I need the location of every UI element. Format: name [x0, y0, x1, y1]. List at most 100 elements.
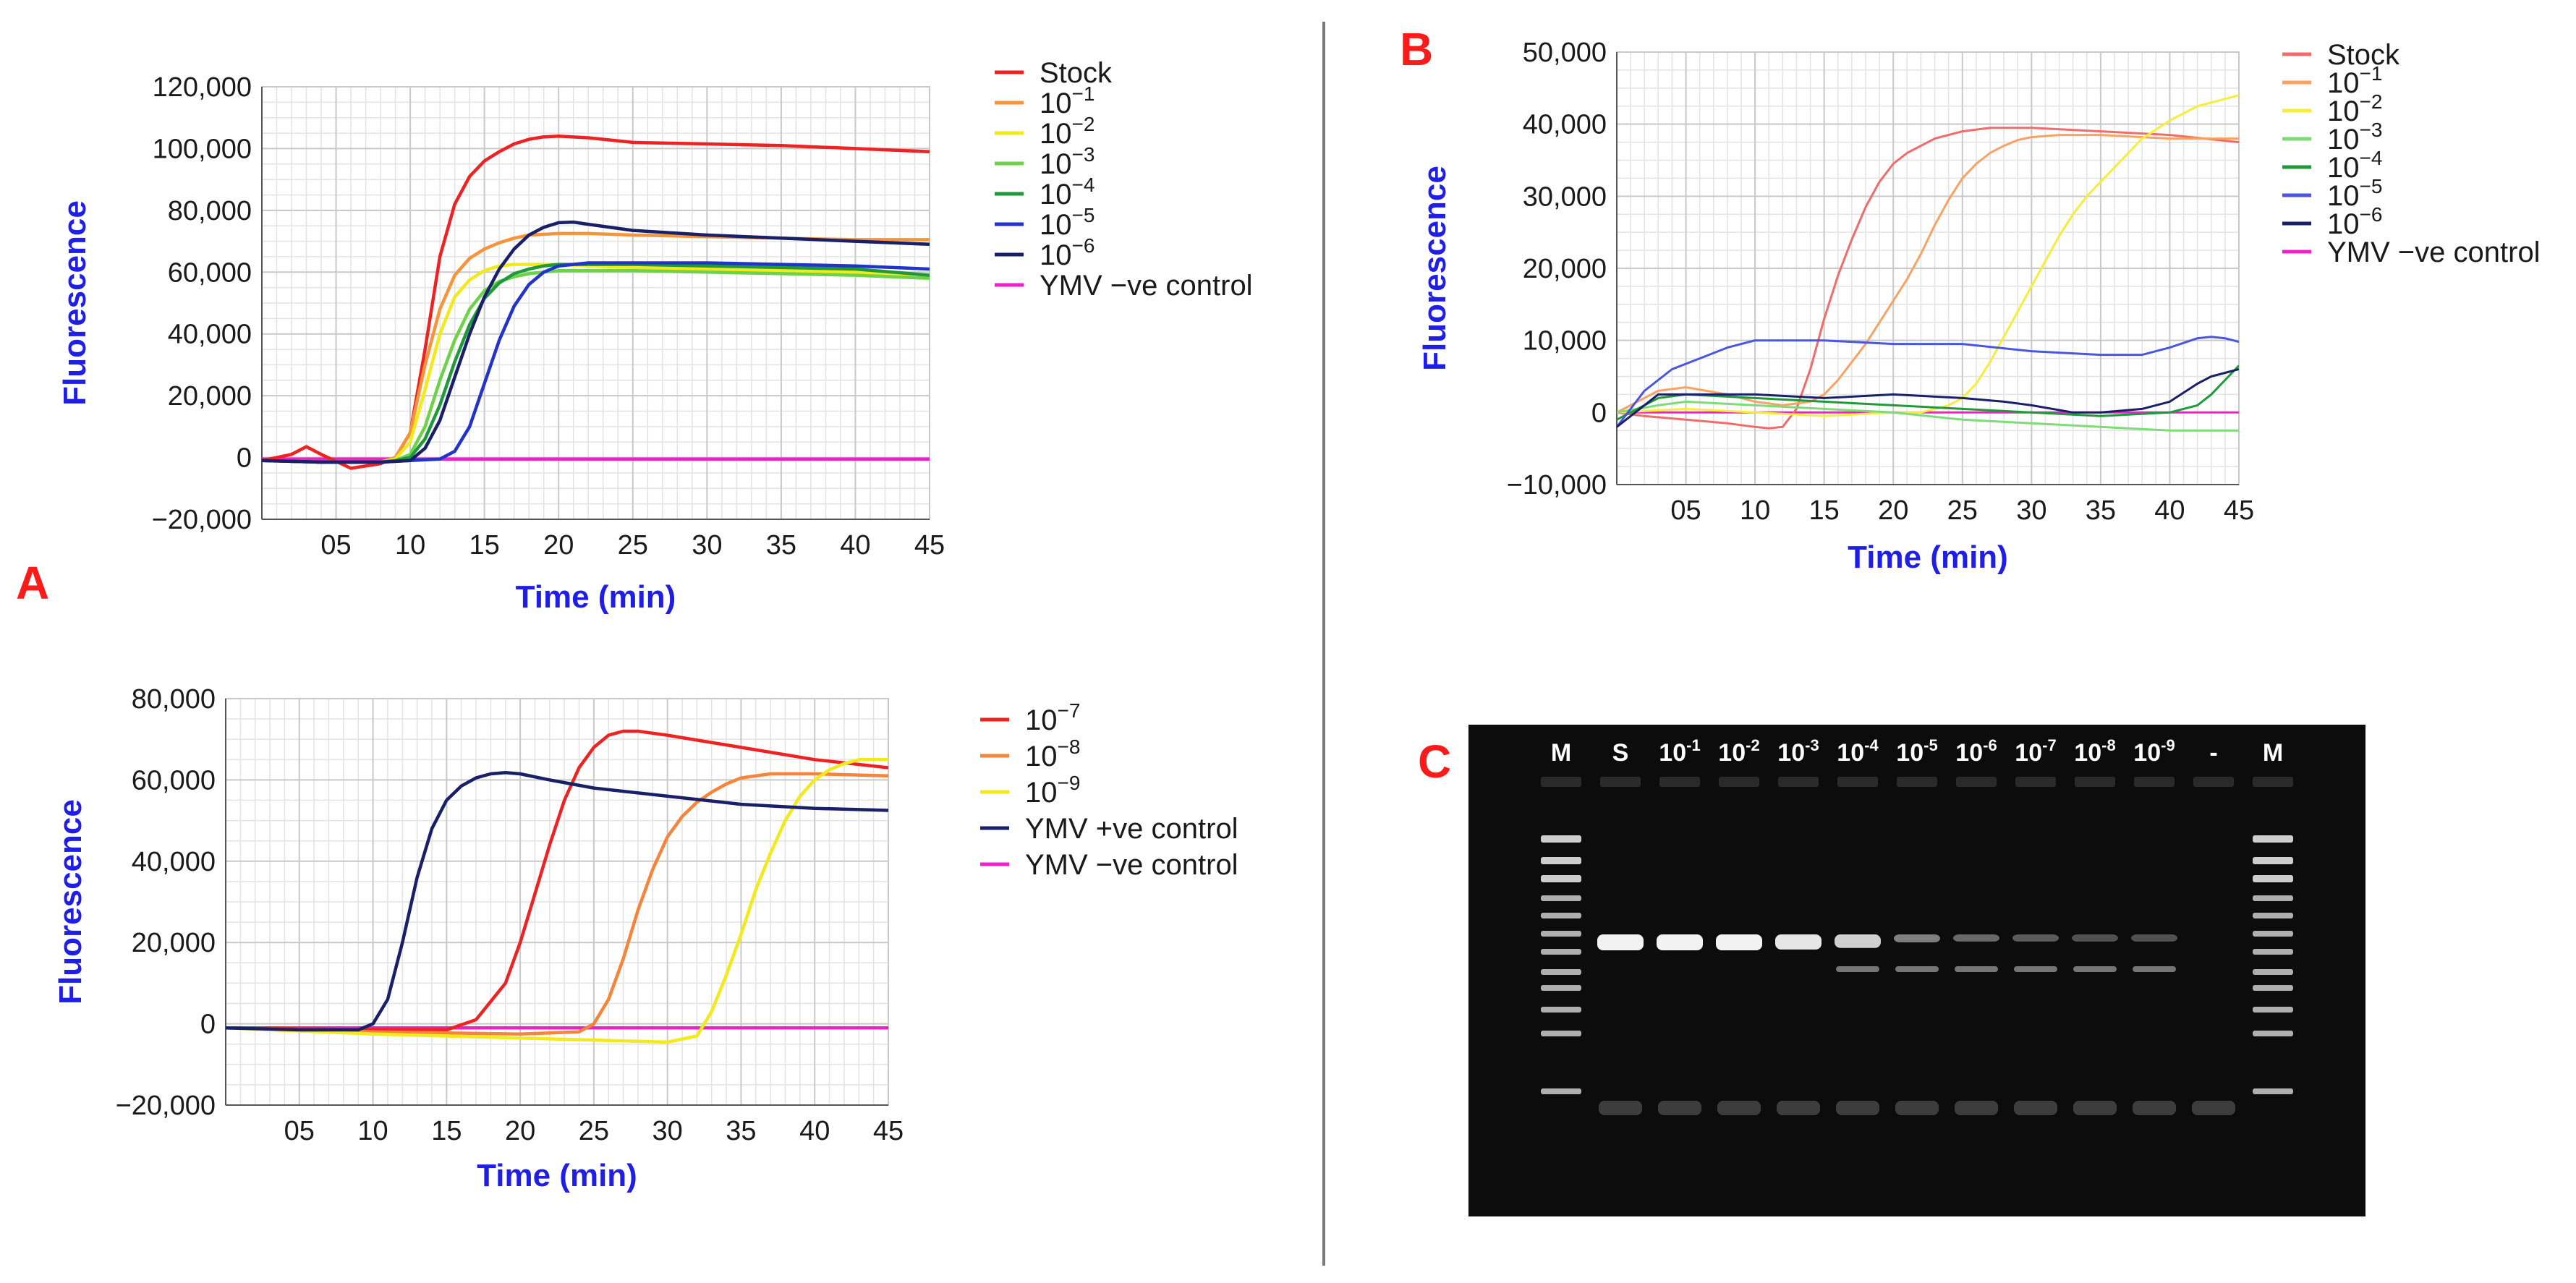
legend-label: 10−3: [1040, 143, 1094, 180]
legend-label-exponent: −7: [1058, 699, 1081, 722]
gel-lane-label-base: 10: [2015, 739, 2042, 767]
x-tick-label: 10: [357, 1116, 388, 1146]
x-tick-label: 15: [469, 530, 500, 560]
legend-label: 10−5: [1040, 204, 1094, 241]
primer-dimer-band: [1717, 1101, 1761, 1115]
gel-well: [1600, 777, 1641, 787]
legend-label-base: 10: [2327, 180, 2360, 212]
primer-dimer-band: [2133, 1101, 2176, 1115]
legend-label-base: 10: [2327, 67, 2360, 99]
x-tick-label: 40: [840, 530, 870, 560]
gel-lane-label: M: [2263, 739, 2283, 767]
gel-lane-label: 10-4: [1837, 736, 1879, 767]
chart-b: 05 10 15 20 25 30 35 40 45 −10,000 0 10,000 20,000 30…: [1417, 38, 2541, 575]
series-lines: [262, 135, 930, 470]
gel-band: [1894, 934, 1940, 942]
ladder-band: [1541, 1031, 1581, 1036]
y-tick-label: 20,000: [168, 381, 252, 412]
legend-label: 10−8: [1025, 736, 1080, 772]
gel-well: [2253, 777, 2293, 787]
ladder-band: [2253, 1007, 2293, 1013]
ladder-band: [1541, 1088, 1581, 1094]
legend-label-exponent: −1: [1072, 82, 1095, 105]
series-lines: [1617, 94, 2239, 432]
y-tick-label: 10,000: [1523, 326, 1607, 357]
gel-lane-label: M: [1551, 739, 1571, 767]
y-tick-label: 80,000: [132, 684, 216, 715]
x-tick-label: 10: [1740, 495, 1770, 526]
legend-label-base: 10: [1040, 88, 1072, 119]
gel-image: M S 10-1 10-2 10-3 10-4 10-5 10-6 10-7 10-8 10-9- M: [1468, 725, 2365, 1216]
legend-label-base: 10: [2327, 208, 2360, 240]
gel-lane-label-exponent: -7: [2042, 736, 2057, 754]
primer-dimer-band: [1658, 1101, 1701, 1115]
legend-label-exponent: −2: [1072, 113, 1095, 135]
series-line: [1617, 94, 2239, 417]
x-tick-label: 30: [652, 1116, 683, 1146]
legend-label: 10−6: [1040, 234, 1094, 271]
ladder-band: [2253, 913, 2293, 918]
ladder-band: [2253, 875, 2293, 882]
gel-lane-label-base: 10: [1777, 739, 1805, 767]
gel-lane-label: 10-9: [2133, 736, 2175, 767]
ladder-band: [1541, 857, 1581, 864]
legend-label: 10−4: [1040, 174, 1094, 210]
x-tick-label: 25: [1947, 495, 1978, 526]
grid: [225, 698, 889, 1106]
y-tick-label: 50,000: [1523, 38, 1607, 68]
x-tick-label: 20: [543, 530, 574, 560]
gel-well: [1719, 777, 1759, 787]
x-tick-label: 40: [2154, 495, 2185, 526]
legend-label-base: Stock: [1040, 57, 1113, 89]
x-tick-label: 15: [1809, 495, 1840, 526]
primer-dimer-band: [2014, 1101, 2057, 1115]
gel-band: [2012, 934, 2059, 942]
legend-label-exponent: −6: [2360, 203, 2383, 226]
gel-lane-label-base: 10: [2074, 739, 2101, 767]
legend-label-base: YMV +ve control: [1025, 813, 1238, 845]
series-line: [1617, 336, 2239, 428]
x-tick-label: 20: [1878, 495, 1908, 526]
x-tick-label: 45: [914, 530, 945, 560]
y-tick-label: 0: [1591, 398, 1607, 428]
gel-lane-label-base: M: [1551, 739, 1571, 767]
legend-label-exponent: −2: [2360, 90, 2383, 113]
gel-band-secondary: [2133, 966, 2176, 972]
gel-band: [1953, 934, 1999, 942]
legend-label: 10−1: [2327, 62, 2382, 99]
y-tick-label: 20,000: [1523, 254, 1607, 284]
gel-well: [2134, 777, 2175, 787]
gel-lane-label-exponent: -4: [1864, 736, 1879, 754]
ladder-band: [1541, 949, 1581, 955]
ladder-band: [2253, 969, 2293, 975]
legend-label-base: 10: [1040, 148, 1072, 180]
legend-label-exponent: −3: [2360, 119, 2383, 141]
gel-lane-label: S: [1612, 739, 1629, 767]
legend-label-base: 10: [2327, 124, 2360, 155]
legend-label: Stock: [2327, 39, 2400, 71]
gel-lane-label-base: 10: [1659, 739, 1686, 767]
series-line: [226, 772, 888, 1036]
legend-label-base: 10: [1040, 209, 1072, 241]
legend-label: 10−5: [2327, 175, 2382, 212]
legend-label: 10−1: [1040, 82, 1094, 119]
x-tick-label: 25: [618, 530, 648, 560]
gel-band: [1775, 934, 1822, 950]
x-tick-label: 40: [799, 1116, 830, 1146]
gel-lane-label-base: S: [1612, 739, 1629, 767]
legend-label-exponent: −3: [1072, 143, 1095, 166]
gel-lane-label-exponent: -5: [1924, 736, 1938, 754]
ladder-band: [1541, 895, 1581, 901]
series-line: [262, 263, 930, 464]
y-tick-label: 40,000: [1523, 110, 1607, 140]
ladder-band: [1541, 913, 1581, 918]
gel-band-secondary: [1895, 966, 1939, 972]
series-line: [262, 231, 930, 464]
gel-band: [1597, 934, 1644, 950]
gel-band-secondary: [2014, 966, 2057, 972]
gel-lane-label-base: 10: [1896, 739, 1924, 767]
y-tick-label: −10,000: [1507, 470, 1607, 500]
series-line: [226, 771, 888, 1032]
gel-lane-label: 10-2: [1718, 736, 1759, 767]
